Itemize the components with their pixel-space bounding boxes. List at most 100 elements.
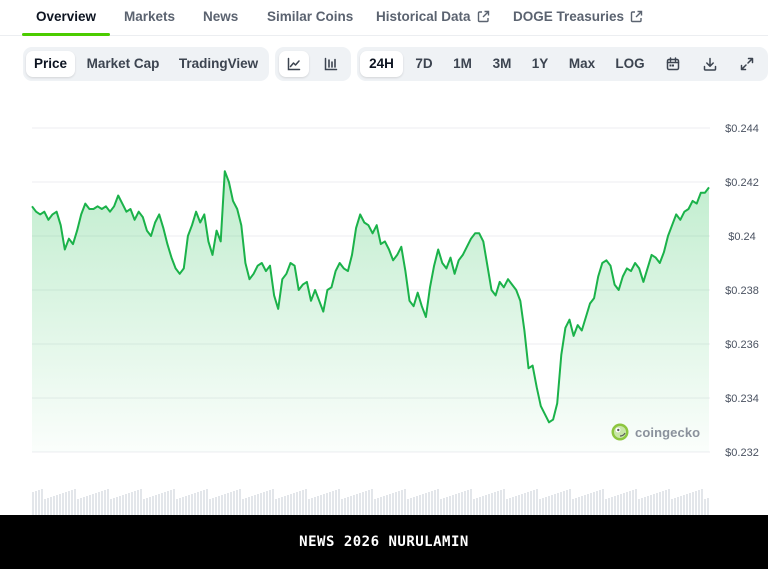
- y-tick-label: $0.238: [725, 285, 759, 297]
- volume-bar: [62, 493, 64, 515]
- volume-bar: [182, 497, 184, 515]
- volume-bar: [302, 490, 304, 515]
- volume-bar: [512, 497, 514, 515]
- volume-bar: [296, 492, 298, 515]
- volume-bar: [656, 493, 658, 515]
- line-chart-button[interactable]: [279, 51, 309, 77]
- range-24h-button[interactable]: 24H: [360, 51, 403, 77]
- active-tab-indicator: [22, 33, 110, 36]
- volume-bar: [107, 489, 109, 515]
- volume-bar: [398, 491, 400, 515]
- volume-bar: [119, 496, 121, 515]
- volume-bar: [671, 499, 673, 515]
- volume-bar: [509, 498, 511, 515]
- volume-bar: [404, 489, 406, 515]
- volume-bar: [410, 498, 412, 515]
- candlestick-chart-button[interactable]: [316, 51, 346, 77]
- volume-bar: [74, 489, 76, 515]
- volume-bar: [659, 492, 661, 515]
- price-area-fill: [32, 171, 709, 452]
- volume-bar: [419, 495, 421, 515]
- volume-bar: [239, 489, 241, 515]
- volume-bar: [89, 495, 91, 515]
- volume-bar: [326, 493, 328, 515]
- tradingview-button[interactable]: TradingView: [178, 56, 259, 71]
- volume-bar: [467, 490, 469, 515]
- volume-bar: [236, 490, 238, 515]
- volume-bar: [215, 497, 217, 515]
- volume-bar: [530, 491, 532, 515]
- volume-bar: [632, 490, 634, 515]
- volume-bar: [605, 499, 607, 515]
- range-1m-button[interactable]: 1M: [453, 56, 472, 71]
- volume-bar: [275, 499, 277, 515]
- y-tick-label: $0.236: [725, 339, 759, 351]
- volume-bar: [194, 493, 196, 515]
- volume-bar: [158, 494, 160, 515]
- line-chart-icon: [287, 57, 301, 71]
- volume-bar: [50, 497, 52, 515]
- volume-bar: [134, 491, 136, 515]
- volume-bar: [653, 494, 655, 515]
- tab-news[interactable]: News: [203, 9, 239, 24]
- y-tick-label: $0.234: [725, 393, 759, 405]
- volume-bar: [650, 495, 652, 515]
- download-button[interactable]: [695, 51, 725, 77]
- tab-doge-treasuries[interactable]: DOGE Treasuries: [513, 9, 643, 24]
- volume-bar: [395, 492, 397, 515]
- volume-bar: [518, 495, 520, 515]
- volume-bar: [68, 491, 70, 515]
- volume-bar: [173, 489, 175, 515]
- volume-bar: [377, 498, 379, 515]
- tab-overview[interactable]: Overview: [36, 9, 97, 24]
- volume-bar: [554, 494, 556, 515]
- tab-historical-data[interactable]: Historical Data: [376, 9, 490, 24]
- chart-type-switcher: Price Market Cap TradingView: [23, 47, 269, 81]
- log-scale-button[interactable]: LOG: [615, 56, 645, 71]
- market-cap-button[interactable]: Market Cap: [86, 56, 160, 71]
- volume-bar: [188, 495, 190, 515]
- volume-bar: [242, 499, 244, 515]
- volume-bar: [281, 497, 283, 515]
- volume-bar: [680, 496, 682, 515]
- price-chart[interactable]: $0.244 $0.242 $0.24 $0.238 $0.236 $0.234 $0.23…: [0, 0, 768, 515]
- range-7d-button[interactable]: 7D: [415, 56, 433, 71]
- volume-bar: [569, 489, 571, 515]
- volume-bar: [560, 492, 562, 515]
- volume-bar: [185, 496, 187, 515]
- volume-bar: [707, 498, 709, 515]
- price-button[interactable]: Price: [26, 51, 75, 77]
- volume-bar: [260, 493, 262, 515]
- volume-bar: [497, 491, 499, 515]
- volume-bar: [599, 490, 601, 515]
- volume-bar: [65, 492, 67, 515]
- tab-historical-data-label: Historical Data: [376, 9, 471, 24]
- volume-bar: [521, 494, 523, 515]
- volume-bar: [389, 494, 391, 515]
- volume-bar: [584, 495, 586, 515]
- volume-bar: [86, 496, 88, 515]
- tab-markets[interactable]: Markets: [124, 9, 176, 24]
- volume-bar: [425, 493, 427, 515]
- range-3m-button[interactable]: 3M: [492, 56, 512, 71]
- volume-bar: [479, 497, 481, 515]
- tab-similar-coins[interactable]: Similar Coins: [267, 9, 354, 24]
- volume-bar: [587, 494, 589, 515]
- volume-bar: [371, 489, 373, 515]
- volume-bar: [101, 491, 103, 515]
- range-1y-button[interactable]: 1Y: [531, 56, 549, 71]
- volume-bar: [56, 495, 58, 515]
- fullscreen-button[interactable]: [732, 51, 762, 77]
- volume-bar: [500, 490, 502, 515]
- volume-bar: [482, 496, 484, 515]
- volume-bar: [380, 497, 382, 515]
- volume-bar: [203, 490, 205, 515]
- y-tick-label: $0.24: [728, 231, 756, 243]
- banner-text: NEWS 2026 NURULAMIN: [299, 534, 469, 550]
- date-picker-button[interactable]: [658, 51, 688, 77]
- range-max-button[interactable]: Max: [568, 56, 596, 71]
- volume-bar: [563, 491, 565, 515]
- expand-icon: [740, 57, 754, 71]
- volume-bar: [164, 492, 166, 515]
- volume-bar: [140, 489, 142, 515]
